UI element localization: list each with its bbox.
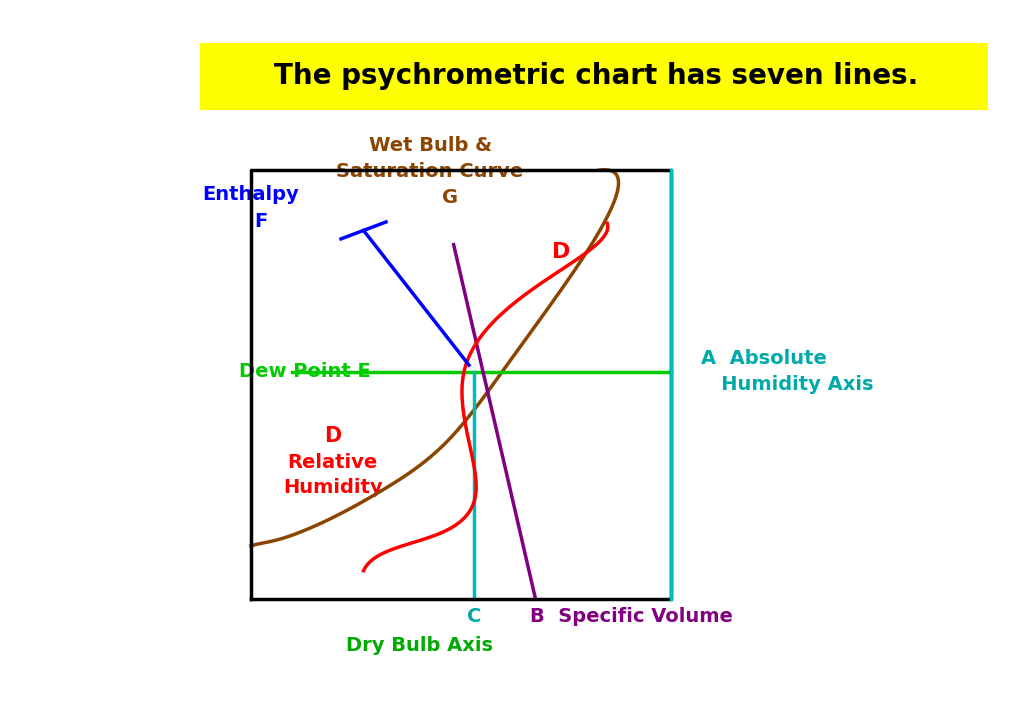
Text: Dew Point E: Dew Point E: [240, 362, 371, 381]
Text: C: C: [467, 608, 481, 626]
Text: G: G: [442, 188, 459, 206]
Text: B  Specific Volume: B Specific Volume: [530, 608, 733, 626]
Text: Wet Bulb &: Wet Bulb &: [369, 136, 492, 155]
Text: Dry Bulb Axis: Dry Bulb Axis: [346, 636, 494, 654]
Text: Humidity: Humidity: [283, 479, 383, 497]
Text: Saturation Curve: Saturation Curve: [337, 162, 523, 181]
Text: F: F: [255, 212, 267, 230]
Text: Relative: Relative: [288, 453, 378, 471]
Text: D: D: [325, 426, 341, 446]
Text: The psychrometric chart has seven lines.: The psychrometric chart has seven lines.: [273, 62, 919, 90]
Text: A  Absolute: A Absolute: [701, 349, 827, 367]
Text: Enthalpy: Enthalpy: [203, 186, 299, 204]
Bar: [200, 43, 988, 110]
Text: D: D: [552, 242, 570, 262]
Text: Humidity Axis: Humidity Axis: [701, 376, 873, 394]
